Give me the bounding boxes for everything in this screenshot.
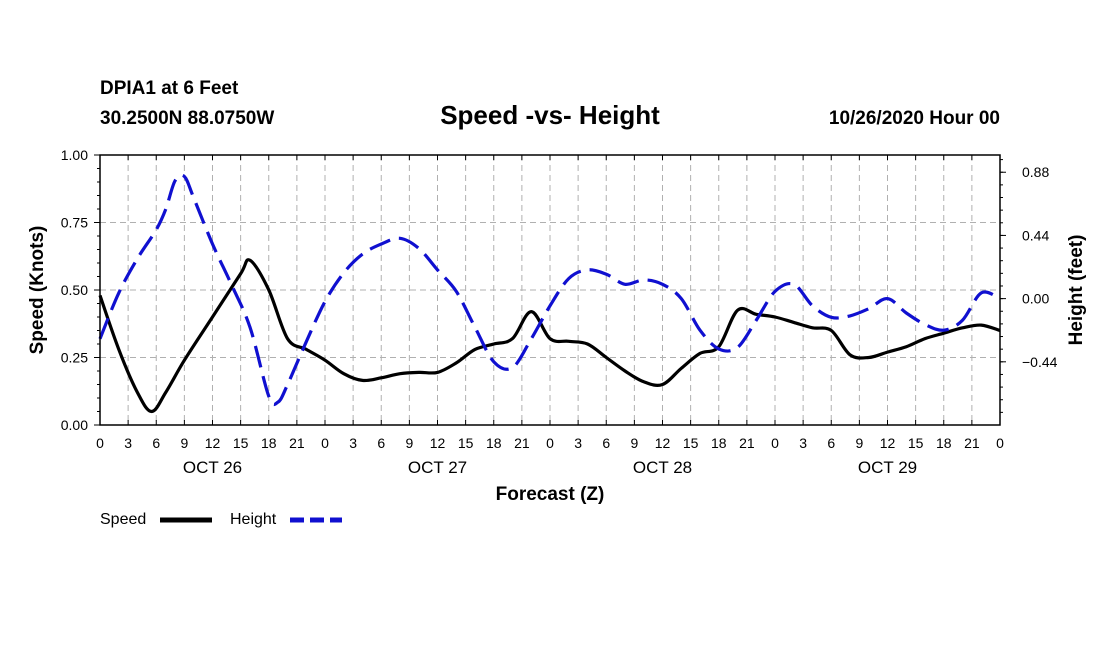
y2-tick-label: 0.44 bbox=[1022, 227, 1049, 243]
x-tick-label: 0 bbox=[546, 435, 554, 451]
x-tick-label: 3 bbox=[124, 435, 132, 451]
x-tick-label: 12 bbox=[205, 435, 221, 451]
x-tick-label: 9 bbox=[630, 435, 638, 451]
data-series bbox=[98, 173, 1001, 414]
x-tick-label: 6 bbox=[152, 435, 160, 451]
y-tick-label: 0.00 bbox=[61, 417, 88, 433]
x-tick-label: 6 bbox=[377, 435, 385, 451]
x-tick-label: 12 bbox=[880, 435, 896, 451]
x-tick-label: 0 bbox=[96, 435, 104, 451]
x-tick-label: 21 bbox=[514, 435, 530, 451]
legend: Speed Height bbox=[100, 511, 342, 528]
x-tick-label: 9 bbox=[405, 435, 413, 451]
x-tick-label: 12 bbox=[430, 435, 446, 451]
legend-height-label: Height bbox=[230, 511, 277, 528]
x-tick-label: 18 bbox=[486, 435, 502, 451]
x-axis-label: Forecast (Z) bbox=[496, 484, 605, 505]
date-label: OCT 28 bbox=[633, 458, 692, 477]
x-tick-label: 3 bbox=[349, 435, 357, 451]
x-tick-label: 0 bbox=[996, 435, 1004, 451]
x-tick-label: 12 bbox=[655, 435, 671, 451]
x-tick-label: 15 bbox=[233, 435, 249, 451]
x-tick-label: 0 bbox=[321, 435, 329, 451]
y2-tick-label: −0.44 bbox=[1022, 354, 1058, 370]
legend-speed-label: Speed bbox=[100, 511, 146, 528]
x-tick-label: 18 bbox=[936, 435, 952, 451]
y-tick-label: 0.75 bbox=[61, 215, 88, 231]
date-label: OCT 29 bbox=[858, 458, 917, 477]
grid-lines bbox=[100, 155, 1000, 425]
axes: 0 3 6 9 12 15 18 21 0 3 6 9 12 15 18 21 0 3 6 9 12 15 18 21 0 3 6 9… bbox=[61, 147, 1058, 477]
x-tick-label: 15 bbox=[908, 435, 924, 451]
height-series-line bbox=[98, 173, 1001, 407]
x-tick-label: 15 bbox=[683, 435, 699, 451]
x-tick-label: 15 bbox=[458, 435, 474, 451]
y-tick-label: 1.00 bbox=[61, 147, 88, 163]
date-label: OCT 26 bbox=[183, 458, 242, 477]
station-label: DPIA1 at 6 Feet bbox=[100, 78, 239, 99]
x-tick-label: 21 bbox=[739, 435, 755, 451]
y2-tick-label: 0.88 bbox=[1022, 164, 1049, 180]
x-tick-label: 18 bbox=[261, 435, 277, 451]
y-tick-label: 0.50 bbox=[61, 282, 88, 298]
x-tick-label: 21 bbox=[964, 435, 980, 451]
x-tick-label: 18 bbox=[711, 435, 727, 451]
x-tick-label: 6 bbox=[827, 435, 835, 451]
chart-title: Speed -vs- Height bbox=[440, 100, 660, 130]
y2-axis-label: Height (feet) bbox=[1066, 235, 1087, 346]
x-tick-label: 9 bbox=[180, 435, 188, 451]
y-axis-label: Speed (Knots) bbox=[27, 226, 48, 355]
x-tick-label: 6 bbox=[602, 435, 610, 451]
speed-series-line bbox=[98, 258, 1001, 414]
date-label: OCT 27 bbox=[408, 458, 467, 477]
y-tick-label: 0.25 bbox=[61, 350, 88, 366]
y2-tick-label: 0.00 bbox=[1022, 291, 1049, 307]
x-tick-label: 0 bbox=[771, 435, 779, 451]
x-tick-label: 3 bbox=[574, 435, 582, 451]
x-tick-label: 21 bbox=[289, 435, 305, 451]
x-tick-label: 3 bbox=[799, 435, 807, 451]
x-tick-label: 9 bbox=[855, 435, 863, 451]
run-datetime: 10/26/2020 Hour 00 bbox=[829, 108, 1000, 129]
location-label: 30.2500N 88.0750W bbox=[100, 108, 274, 129]
